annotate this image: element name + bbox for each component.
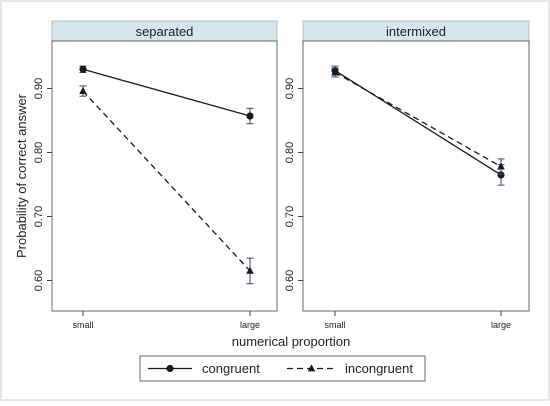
x-tick-label: small <box>324 320 345 330</box>
data-point-incongruent <box>331 68 339 76</box>
y-axis-label: Probability of correct answer <box>14 93 29 258</box>
x-tick-label: large <box>240 320 260 330</box>
plot-area <box>302 40 530 312</box>
data-point-incongruent <box>79 86 87 94</box>
legend: congruent incongruent <box>139 355 426 382</box>
x-tick-label: small <box>72 320 93 330</box>
plot-area <box>51 40 278 312</box>
x-tick-group: small large <box>72 311 260 330</box>
legend-label-incongruent: incongruent <box>345 361 413 376</box>
data-point-incongruent <box>246 266 254 274</box>
y-tick-label: 0.60 <box>284 270 296 291</box>
panel-title: intermixed <box>386 24 446 39</box>
data-point-congruent <box>497 171 505 179</box>
y-tick-group: 0.90 0.80 0.70 0.60 <box>284 78 303 291</box>
series-line-congruent <box>82 68 251 117</box>
y-tick-label: 0.70 <box>284 206 296 227</box>
series-line-incongruent <box>334 71 502 168</box>
y-tick-label: 0.80 <box>284 142 296 163</box>
legend-marker-circle <box>166 364 174 373</box>
x-tick-label: large <box>491 320 511 330</box>
y-tick-group: 0.90 0.80 0.70 0.60 <box>33 78 52 291</box>
series-line-incongruent <box>82 90 251 272</box>
panel-separated: separated small large 0.90 0.80 0.70 0.6… <box>33 20 278 330</box>
data-point-congruent <box>246 112 254 120</box>
marks-group <box>79 65 254 285</box>
legend-marker-triangle <box>307 364 316 372</box>
y-tick-label: 0.60 <box>33 270 45 291</box>
panel-title: separated <box>136 24 194 39</box>
marks-group <box>331 65 505 186</box>
y-tick-label: 0.90 <box>284 78 296 99</box>
y-tick-label: 0.80 <box>33 142 45 163</box>
data-point-incongruent <box>497 162 505 170</box>
data-point-congruent <box>79 65 87 73</box>
x-tick-group: small large <box>324 311 511 330</box>
y-tick-label: 0.90 <box>33 78 45 99</box>
panel-intermixed: intermixed small large 0.90 0.80 0.70 0.… <box>284 20 530 330</box>
y-tick-label: 0.70 <box>33 206 45 227</box>
x-axis-label: numerical proportion <box>232 334 351 349</box>
legend-label-congruent: congruent <box>202 361 260 376</box>
